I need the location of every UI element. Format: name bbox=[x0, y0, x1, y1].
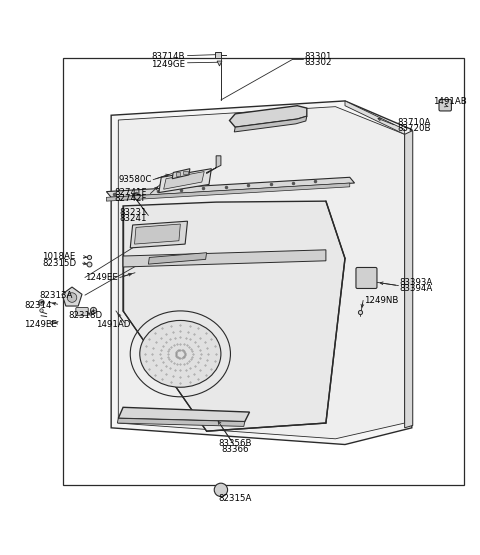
Text: 1249GE: 1249GE bbox=[151, 60, 185, 69]
Text: 82314: 82314 bbox=[24, 301, 52, 310]
Bar bbox=[183, 170, 188, 174]
Polygon shape bbox=[107, 183, 350, 201]
Polygon shape bbox=[164, 171, 204, 189]
Text: 83366: 83366 bbox=[221, 445, 249, 455]
Text: 83241: 83241 bbox=[120, 214, 147, 223]
Text: 82313A: 82313A bbox=[39, 291, 73, 300]
Text: 83356B: 83356B bbox=[218, 439, 252, 448]
Ellipse shape bbox=[140, 320, 221, 387]
Bar bbox=[176, 172, 180, 176]
Text: 83394A: 83394A bbox=[400, 284, 433, 293]
Text: 1491AD: 1491AD bbox=[96, 320, 130, 329]
Text: 83714B: 83714B bbox=[152, 52, 185, 61]
FancyBboxPatch shape bbox=[356, 268, 377, 289]
Polygon shape bbox=[107, 177, 355, 198]
Polygon shape bbox=[159, 169, 211, 193]
Polygon shape bbox=[111, 101, 412, 445]
Polygon shape bbox=[134, 224, 180, 244]
Polygon shape bbox=[234, 116, 307, 132]
Text: 1249EE: 1249EE bbox=[85, 273, 118, 282]
Circle shape bbox=[67, 293, 77, 302]
Polygon shape bbox=[118, 407, 250, 422]
Polygon shape bbox=[229, 105, 307, 127]
Text: 82741F: 82741F bbox=[114, 188, 147, 197]
Text: 83231: 83231 bbox=[120, 208, 147, 217]
Text: 83720B: 83720B bbox=[397, 124, 431, 133]
Text: 82315D: 82315D bbox=[42, 259, 76, 268]
Text: 83301: 83301 bbox=[304, 52, 332, 61]
Bar bbox=[63, 58, 464, 485]
FancyBboxPatch shape bbox=[76, 307, 88, 316]
Text: 82318D: 82318D bbox=[68, 311, 102, 320]
Text: 83393A: 83393A bbox=[400, 278, 433, 287]
Text: 82742F: 82742F bbox=[114, 194, 147, 203]
Text: 1018AE: 1018AE bbox=[42, 253, 75, 261]
Text: 83710A: 83710A bbox=[397, 118, 431, 127]
Polygon shape bbox=[123, 201, 345, 431]
Circle shape bbox=[214, 483, 228, 497]
Polygon shape bbox=[206, 156, 221, 174]
Text: 82315A: 82315A bbox=[218, 495, 252, 503]
Polygon shape bbox=[345, 101, 405, 134]
Polygon shape bbox=[123, 250, 326, 267]
Text: 1249EE: 1249EE bbox=[24, 320, 57, 329]
FancyBboxPatch shape bbox=[439, 99, 451, 111]
Polygon shape bbox=[118, 107, 405, 439]
Polygon shape bbox=[405, 130, 413, 428]
Polygon shape bbox=[148, 253, 206, 264]
Text: 1491AB: 1491AB bbox=[433, 97, 467, 107]
Polygon shape bbox=[117, 418, 245, 426]
Polygon shape bbox=[130, 221, 188, 248]
Polygon shape bbox=[172, 169, 190, 179]
Text: 83302: 83302 bbox=[304, 58, 332, 67]
Text: 93580C: 93580C bbox=[119, 175, 152, 184]
Text: 1249NB: 1249NB bbox=[364, 296, 398, 305]
